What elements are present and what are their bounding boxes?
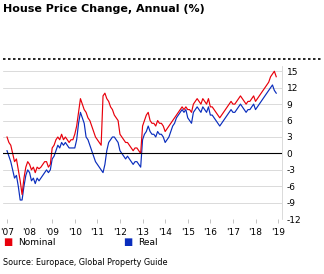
Text: House Price Change, Annual (%): House Price Change, Annual (%) [3, 4, 205, 14]
Text: Nominal: Nominal [18, 238, 55, 247]
Text: Source: Europace, Global Property Guide: Source: Europace, Global Property Guide [3, 258, 168, 267]
Text: ■: ■ [3, 238, 13, 247]
Text: Real: Real [138, 238, 157, 247]
Text: ■: ■ [123, 238, 133, 247]
